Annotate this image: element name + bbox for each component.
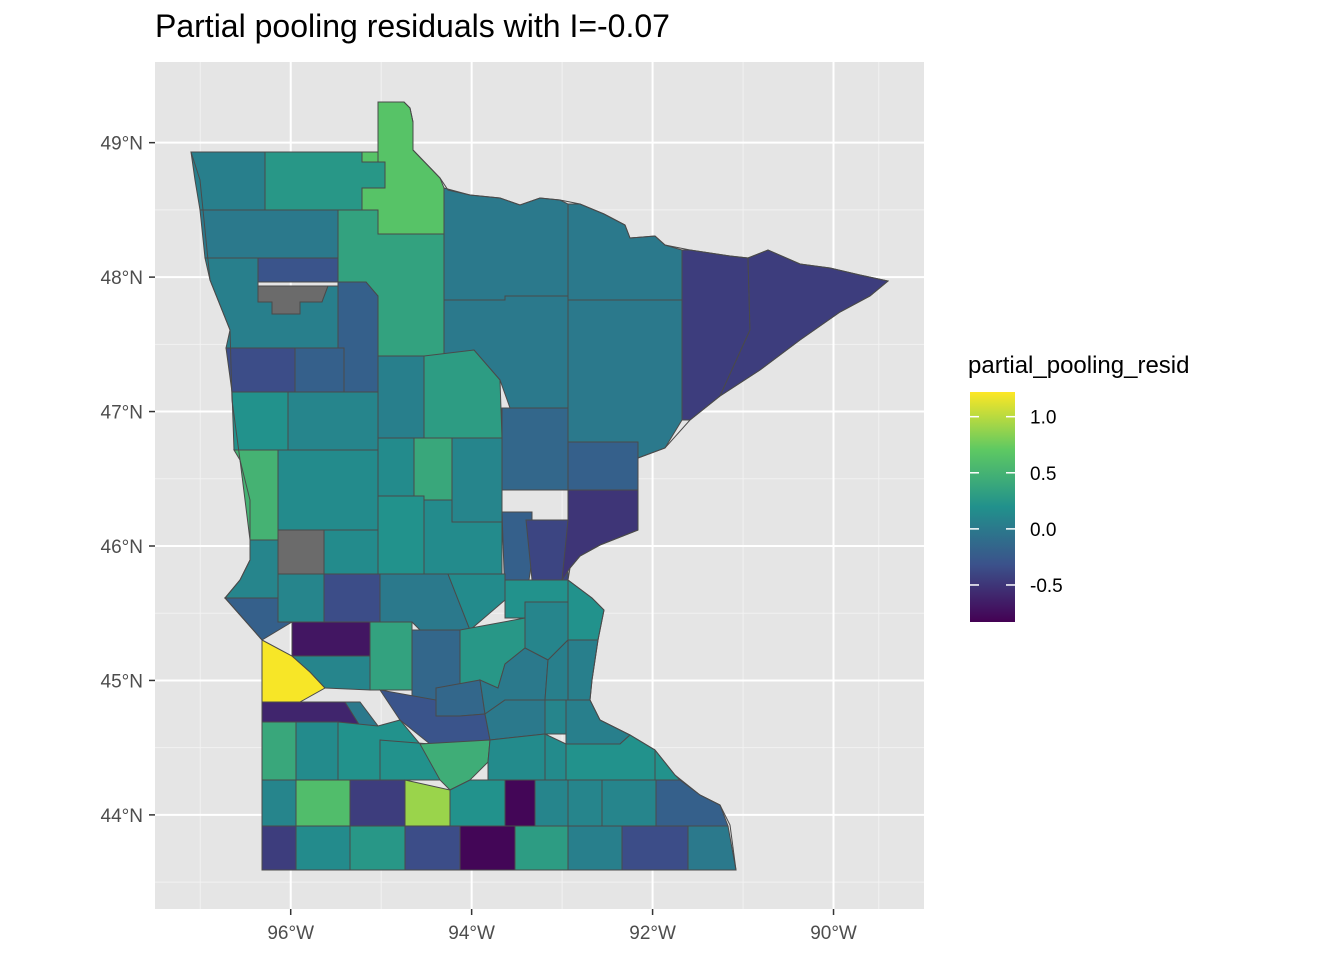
county-houston	[687, 825, 737, 871]
y-tick-label: 46°N	[101, 537, 143, 558]
county-faribault	[459, 825, 516, 871]
county-mower	[567, 825, 623, 871]
county-lincoln	[261, 721, 297, 781]
county-blue-earth	[449, 779, 506, 827]
county-grant	[277, 529, 325, 575]
county-murray	[295, 779, 351, 827]
county-polk-n	[204, 257, 339, 349]
x-tick-label: 96°W	[267, 923, 314, 944]
county-carlton	[501, 407, 569, 491]
county-steele	[534, 779, 569, 827]
county-jackson	[349, 825, 406, 871]
county-swift	[291, 621, 371, 657]
county-pope	[323, 573, 381, 623]
y-tick-label: 47°N	[101, 403, 143, 424]
county-becker	[287, 391, 379, 451]
county-stevens	[277, 573, 325, 623]
x-tick-label: 90°W	[810, 923, 857, 944]
county-otter-tail	[277, 449, 379, 531]
county-rock	[261, 825, 297, 871]
county-waseca	[504, 779, 536, 827]
chart-title: Partial pooling residuals with I=-0.07	[155, 8, 670, 44]
county-aitkin	[451, 437, 503, 523]
x-axis: 96°W 94°W 92°W 90°W	[267, 909, 857, 944]
legend-tick-label: 1.0	[1030, 408, 1056, 429]
x-tick-label: 94°W	[448, 923, 495, 944]
county-red-lake	[257, 257, 339, 283]
county-pipestone	[261, 779, 297, 827]
county-nobles	[295, 825, 351, 871]
y-tick-label: 48°N	[101, 268, 143, 289]
county-cottonwood	[349, 779, 406, 827]
x-tick-label: 92°W	[629, 923, 676, 944]
county-norman	[225, 347, 296, 393]
county-kandiyohi	[369, 621, 413, 691]
county-le-sueur	[487, 733, 546, 781]
y-tick-label: 49°N	[101, 134, 143, 155]
county-crow-wing	[413, 437, 453, 501]
county-freeborn	[514, 825, 569, 871]
legend-ticks: 1.0 0.5 0.0 -0.5	[970, 408, 1063, 597]
legend-colorbar	[970, 392, 1015, 622]
state-outline	[190, 101, 890, 871]
y-axis: 49°N 48°N 47°N 46°N 45°N 44°N	[101, 134, 155, 827]
legend-tick-label: 0.0	[1030, 520, 1056, 541]
county-clay	[231, 391, 289, 451]
county-chippewa	[290, 655, 371, 691]
county-dodge	[567, 779, 603, 827]
county-wadena	[377, 437, 415, 497]
county-polygons	[190, 101, 890, 871]
county-olmsted	[601, 779, 657, 827]
county-pine-n	[567, 441, 639, 491]
legend: partial_pooling_resid 1.0 0.5 0.0 -0.5	[968, 352, 1189, 622]
county-douglas	[323, 529, 379, 575]
county-marshall	[199, 209, 339, 259]
legend-tick-label: 0.5	[1030, 464, 1056, 485]
county-martin	[404, 825, 461, 871]
county-mahnomen	[294, 347, 345, 393]
county-hubbard	[377, 355, 425, 439]
y-tick-label: 45°N	[101, 671, 143, 692]
legend-tick-label: -0.5	[1030, 576, 1063, 597]
legend-title: partial_pooling_resid	[968, 352, 1189, 379]
county-scott	[544, 699, 569, 735]
county-kanabec	[525, 519, 569, 581]
county-st-louis	[567, 299, 683, 459]
county-lyon	[295, 721, 339, 781]
county-koochiching	[443, 187, 569, 301]
county-fillmore	[621, 825, 689, 871]
county-todd	[377, 495, 425, 575]
y-tick-label: 44°N	[101, 806, 143, 827]
